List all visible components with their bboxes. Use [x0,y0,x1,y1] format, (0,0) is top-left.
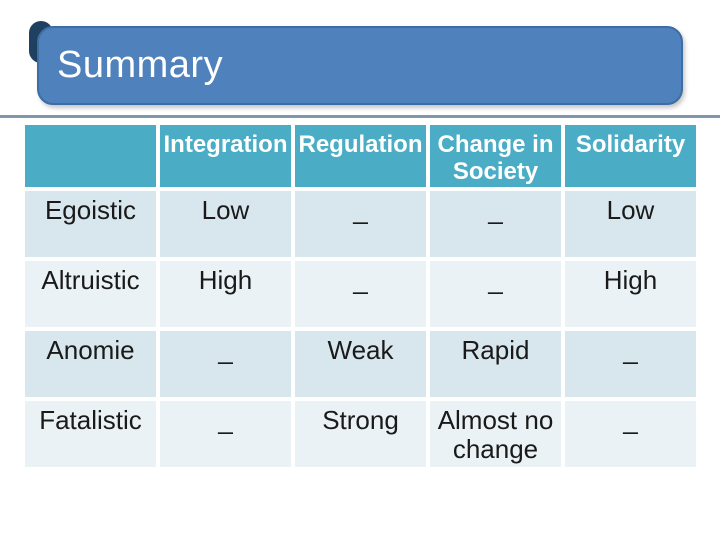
header-cell-integration: Integration [160,125,291,187]
row-label: Fatalistic [25,401,156,467]
table-cell: High [160,261,291,327]
table-row-anomie: Anomie _ Weak Rapid _ [25,331,696,397]
table-cell: Low [160,191,291,257]
table-header-row: Integration Regulation Change in Society… [25,125,696,187]
table-cell: _ [565,331,696,397]
summary-table: Integration Regulation Change in Society… [21,121,700,471]
table-cell: Almost no change [430,401,561,467]
table-cell: Low [565,191,696,257]
header-cell-empty [25,125,156,187]
table-cell: _ [295,191,426,257]
table-row-fatalistic: Fatalistic _ Strong Almost no change _ [25,401,696,467]
table-cell: _ [430,261,561,327]
row-label: Altruistic [25,261,156,327]
title-banner: Summary [37,26,683,105]
header-cell-change: Change in Society [430,125,561,187]
title-underline [0,115,720,118]
table-cell: _ [565,401,696,467]
row-label: Anomie [25,331,156,397]
table-cell: _ [160,401,291,467]
table-cell: Weak [295,331,426,397]
table-row-altruistic: Altruistic High _ _ High [25,261,696,327]
table-cell: _ [160,331,291,397]
table-cell: _ [430,191,561,257]
header-cell-regulation: Regulation [295,125,426,187]
row-label: Egoistic [25,191,156,257]
table-cell: Strong [295,401,426,467]
slide-title: Summary [57,44,224,86]
header-cell-solidarity: Solidarity [565,125,696,187]
table-row-egoistic: Egoistic Low _ _ Low [25,191,696,257]
table-cell: _ [295,261,426,327]
table-cell: Rapid [430,331,561,397]
table-cell: High [565,261,696,327]
